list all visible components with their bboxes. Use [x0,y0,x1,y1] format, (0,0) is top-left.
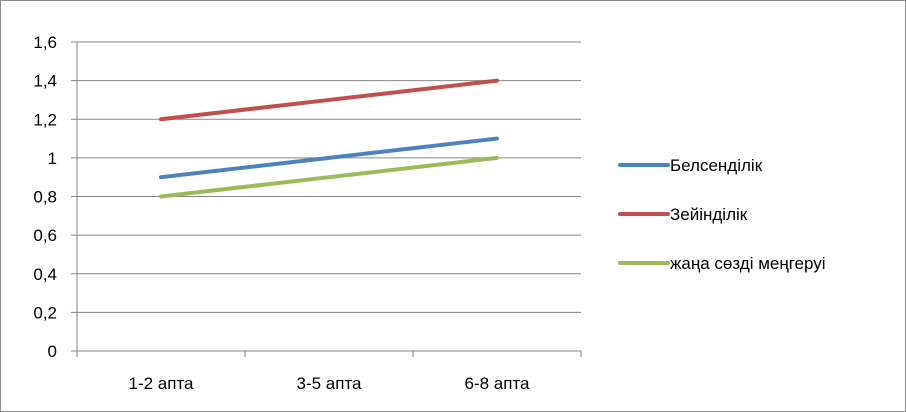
y-tick-label: 1 [48,149,57,168]
x-axis-tick-labels: 1-2 апта 3-5 апта 6-8 апта [128,374,530,393]
series-line-1 [159,78,499,122]
legend-label: жаңа сөзді меңгеруі [670,254,826,273]
series-line-0 [159,136,499,180]
y-tick-label: 0 [48,342,57,361]
legend-label: Белсенділік [670,156,763,175]
y-tick-label: 1,4 [33,72,57,91]
x-tick-label: 1-2 апта [128,374,194,393]
y-tick-label: 0,4 [33,265,57,284]
x-tick-label: 6-8 апта [464,374,530,393]
x-tick-label: 3-5 апта [296,374,362,393]
y-tick-label: 0,6 [33,226,57,245]
legend: Белсенділік Зейінділік жаңа сөзді меңгеруі [618,156,826,273]
y-tick-label: 1,2 [33,110,57,129]
series-lines [159,78,499,199]
y-tick-label: 0,2 [33,303,57,322]
y-tick-label: 0,8 [33,188,57,207]
y-axis-tick-labels: 0 0,2 0,4 0,6 0,8 1 1,2 1,4 1,6 [33,33,57,361]
axes [71,41,582,357]
series-line-2 [159,155,499,199]
y-tick-label: 1,6 [33,33,57,52]
legend-label: Зейінділік [670,205,748,224]
